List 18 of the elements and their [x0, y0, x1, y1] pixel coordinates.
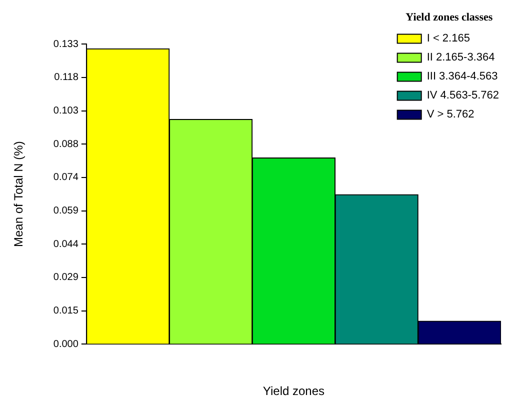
- y-tick-label: 0.118: [54, 72, 79, 84]
- y-axis-title: Mean of Total N (%): [12, 141, 26, 248]
- y-tick-label: 0.015: [53, 306, 79, 317]
- y-tick-label: 0.000: [53, 338, 79, 350]
- y-tick-label: 0.074: [53, 172, 79, 184]
- y-tick-label: 0.088: [53, 138, 79, 150]
- legend-label: III 3.364-4.563: [426, 70, 498, 83]
- y-tick-label: 0.029: [53, 272, 79, 284]
- legend-label: I < 2.165: [426, 32, 470, 45]
- legend-title: Yield zones classes: [406, 11, 494, 24]
- y-tick-label: 0.044: [53, 238, 79, 250]
- legend-label: V > 5.762: [426, 108, 474, 121]
- y-tick-label: 0.133: [53, 38, 79, 50]
- legend-label: II 2.165-3.364: [426, 52, 495, 64]
- legend-label: IV 4.563-5.762: [426, 90, 500, 102]
- y-tick-label: 0.059: [53, 206, 79, 217]
- y-tick-label: 0.103: [53, 106, 79, 117]
- x-axis-title: Yield zones: [262, 384, 325, 398]
